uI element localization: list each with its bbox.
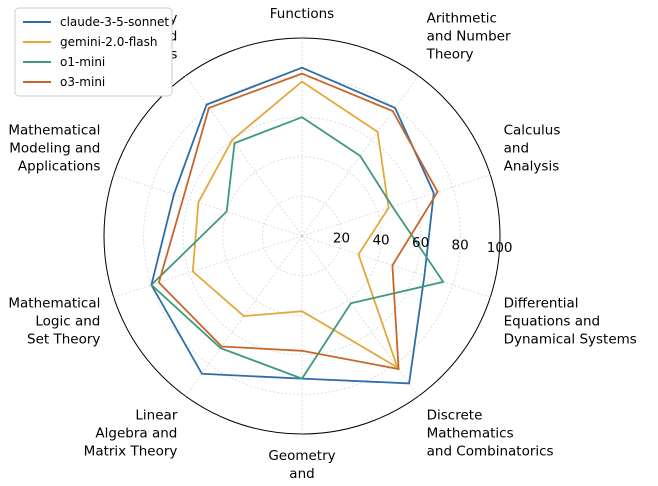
legend-label-gemini-2.0-flash: gemini-2.0-flash [60, 35, 157, 49]
spoke-2 [301, 174, 491, 237]
spoke-8 [113, 174, 303, 237]
category-label-0: AlgebraandFunctions [270, 0, 334, 22]
series-lines [150, 66, 445, 385]
grid-ring-60 [182, 116, 422, 356]
grid-ring-40 [222, 156, 382, 316]
category-label-2: Calculus and Analysis [504, 122, 561, 174]
grid [103, 37, 501, 435]
spoke-6 [185, 235, 303, 397]
tick-label-40: 40 [372, 233, 389, 249]
category-label-3: Differential Equations and Dynamical Syste… [504, 296, 637, 348]
series-line-claude-3-5-sonnet [150, 66, 435, 385]
legend-label-claude-3-5-sonnet: claude-3-5-sonnet [60, 15, 169, 29]
category-label-1: Arithmetic and Number Theory [426, 10, 511, 62]
series-line-gemini-2.0-flash [191, 80, 400, 370]
category-label-5: GeometryandSpatial Reasoning [242, 448, 363, 486]
legend-label-o1-mini: o1-mini [60, 55, 105, 69]
radial-tick-labels: 20 40 60 80 100 [333, 230, 513, 255]
tick-label-100: 100 [487, 240, 513, 256]
category-label-7: Mathematical Logic and Set Theory [8, 296, 100, 348]
tick-label-80: 80 [452, 237, 469, 253]
series-line-o3-mini [157, 72, 439, 371]
spoke-9 [185, 75, 303, 237]
legend: claude-3-5-sonnet gemini-2.0-flash o1-mini… [14, 7, 173, 97]
category-label-8: Mathematical Modeling and Applications [8, 122, 100, 174]
grid-ring-20 [261, 195, 342, 276]
tick-label-60: 60 [412, 235, 429, 251]
spoke-3 [301, 235, 491, 298]
category-label-4: Discrete Mathematics and Combinatorics [427, 408, 554, 460]
grid-ring-80 [143, 77, 461, 395]
category-label-6: Linear Algebra and Matrix Theory [84, 408, 178, 460]
spoke-7 [113, 235, 303, 298]
spoke-1 [301, 75, 419, 237]
legend-label-o3-mini: o3-mini [60, 75, 105, 89]
tick-label-20: 20 [333, 230, 350, 246]
series-line-o1-mini [150, 116, 445, 380]
legend-box [14, 7, 173, 97]
